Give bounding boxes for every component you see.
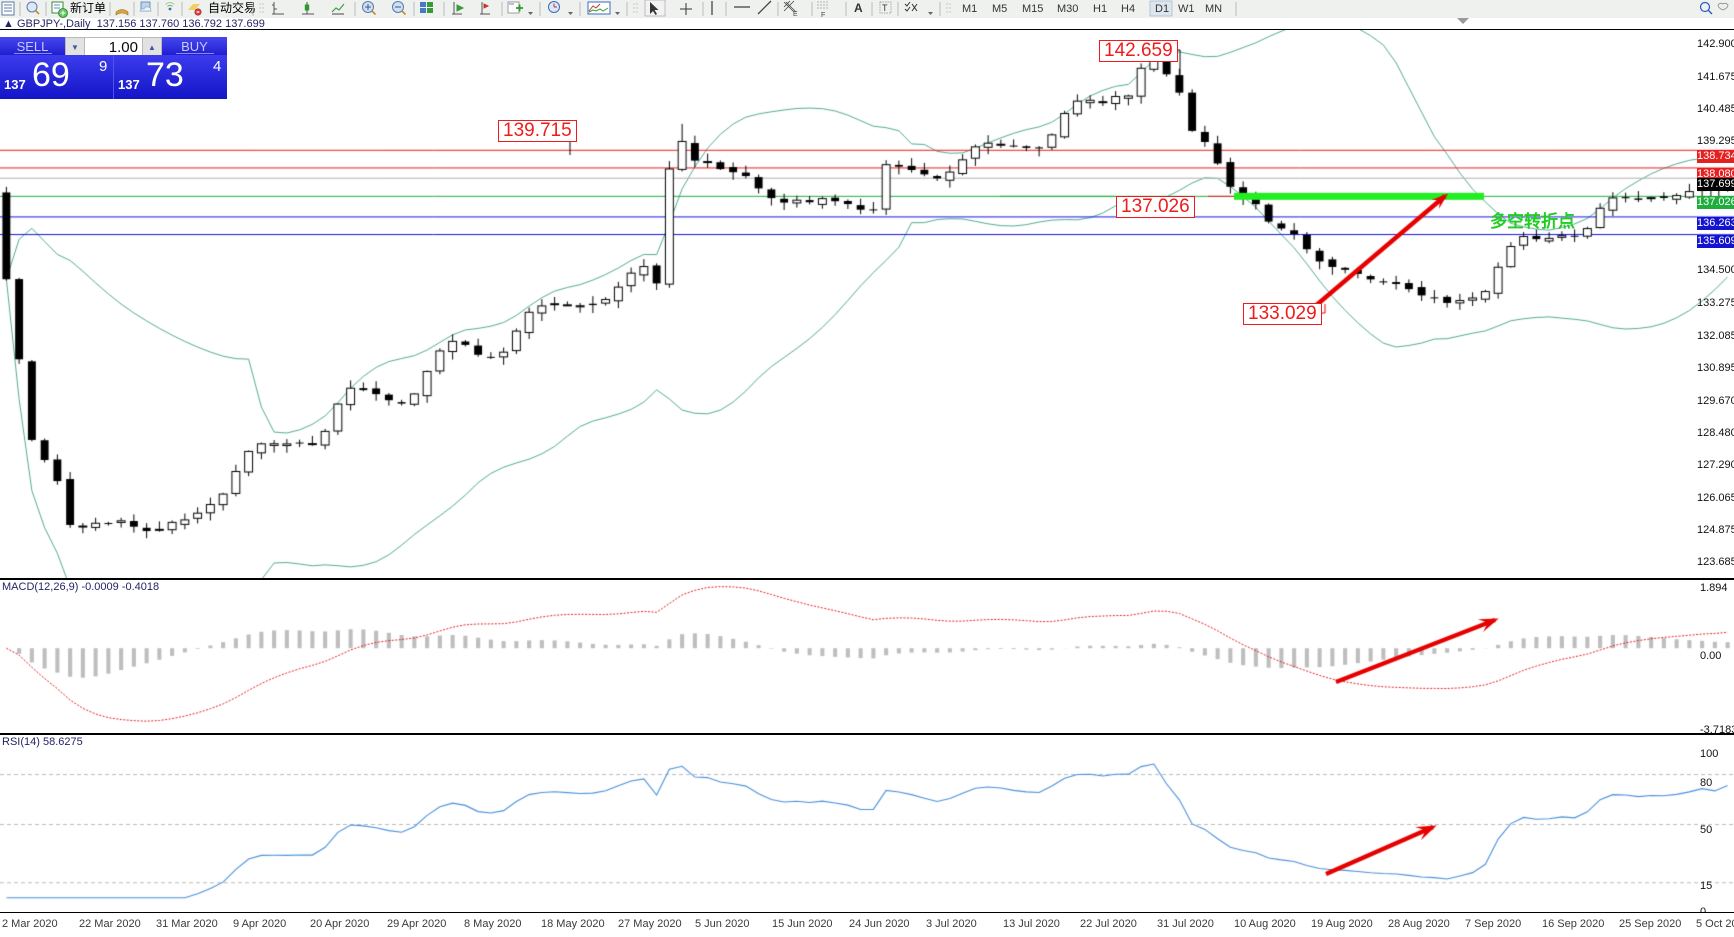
svg-text:M5: M5: [992, 3, 1007, 15]
svg-text:MN: MN: [1205, 3, 1222, 15]
svg-text:M30: M30: [1057, 3, 1078, 15]
svg-text:H4: H4: [1121, 3, 1135, 15]
svg-text:M1: M1: [962, 3, 977, 15]
svg-text:W1: W1: [1178, 3, 1195, 15]
svg-text:T: T: [882, 3, 888, 13]
svg-text:H1: H1: [1093, 3, 1107, 15]
svg-text:D1: D1: [1155, 3, 1169, 15]
svg-text:E: E: [793, 11, 798, 18]
svg-text:M15: M15: [1022, 3, 1043, 15]
svg-text:新订单: 新订单: [70, 0, 106, 15]
svg-text:A: A: [854, 1, 863, 15]
svg-text:自动交易: 自动交易: [208, 0, 256, 15]
